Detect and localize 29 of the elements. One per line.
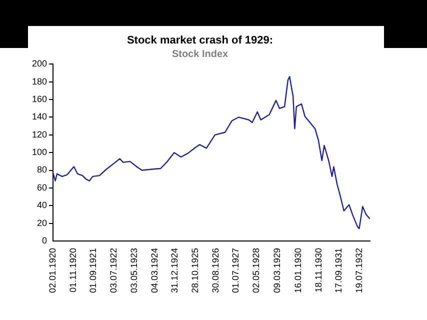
x-tick-label: 04.03.1924: [149, 248, 160, 294]
x-tick-label: 16.01.1930: [292, 248, 303, 294]
y-tick-label: 80: [37, 164, 48, 175]
y-tick-label: 140: [32, 112, 48, 122]
x-tick-label: 01.07.1927: [230, 248, 241, 294]
y-tick-label: 0: [42, 235, 48, 246]
y-tick-label: 180: [32, 76, 48, 86]
y-tick-label: 40: [37, 200, 48, 210]
x-tick-label: 19.07.1932: [354, 248, 364, 294]
x-tick-label: 02.01.1920: [48, 248, 58, 294]
y-tick-label: 60: [37, 182, 48, 192]
x-tick-label: 01.09.1921: [88, 248, 98, 294]
y-tick-label: 160: [32, 94, 48, 104]
x-tick-label: 03.07.1922: [108, 248, 119, 294]
x-tick-label: 28.10.1925: [190, 248, 200, 294]
chart-title: Stock market crash of 1929:: [126, 34, 274, 47]
y-tick-label: 120: [32, 129, 48, 140]
y-tick-label: 100: [32, 147, 48, 158]
x-tick-label: 31.12.1924: [170, 248, 180, 294]
x-tick-label: 01.11.1920: [68, 248, 78, 292]
y-tick-label: 20: [37, 218, 48, 228]
x-tick-label: 30.08.1926: [210, 248, 220, 294]
x-tick-label: 09.03.1929: [272, 248, 282, 294]
x-tick-label: 17.09.1931: [334, 248, 344, 294]
y-tick-label: 200: [32, 58, 48, 69]
x-tick-label: 18.11.1930: [313, 248, 324, 292]
x-tick-label: 03.05.1923: [128, 248, 139, 294]
x-tick-label: 02.05.1928: [251, 248, 262, 294]
chart-subtitle: Stock Index: [172, 48, 228, 60]
